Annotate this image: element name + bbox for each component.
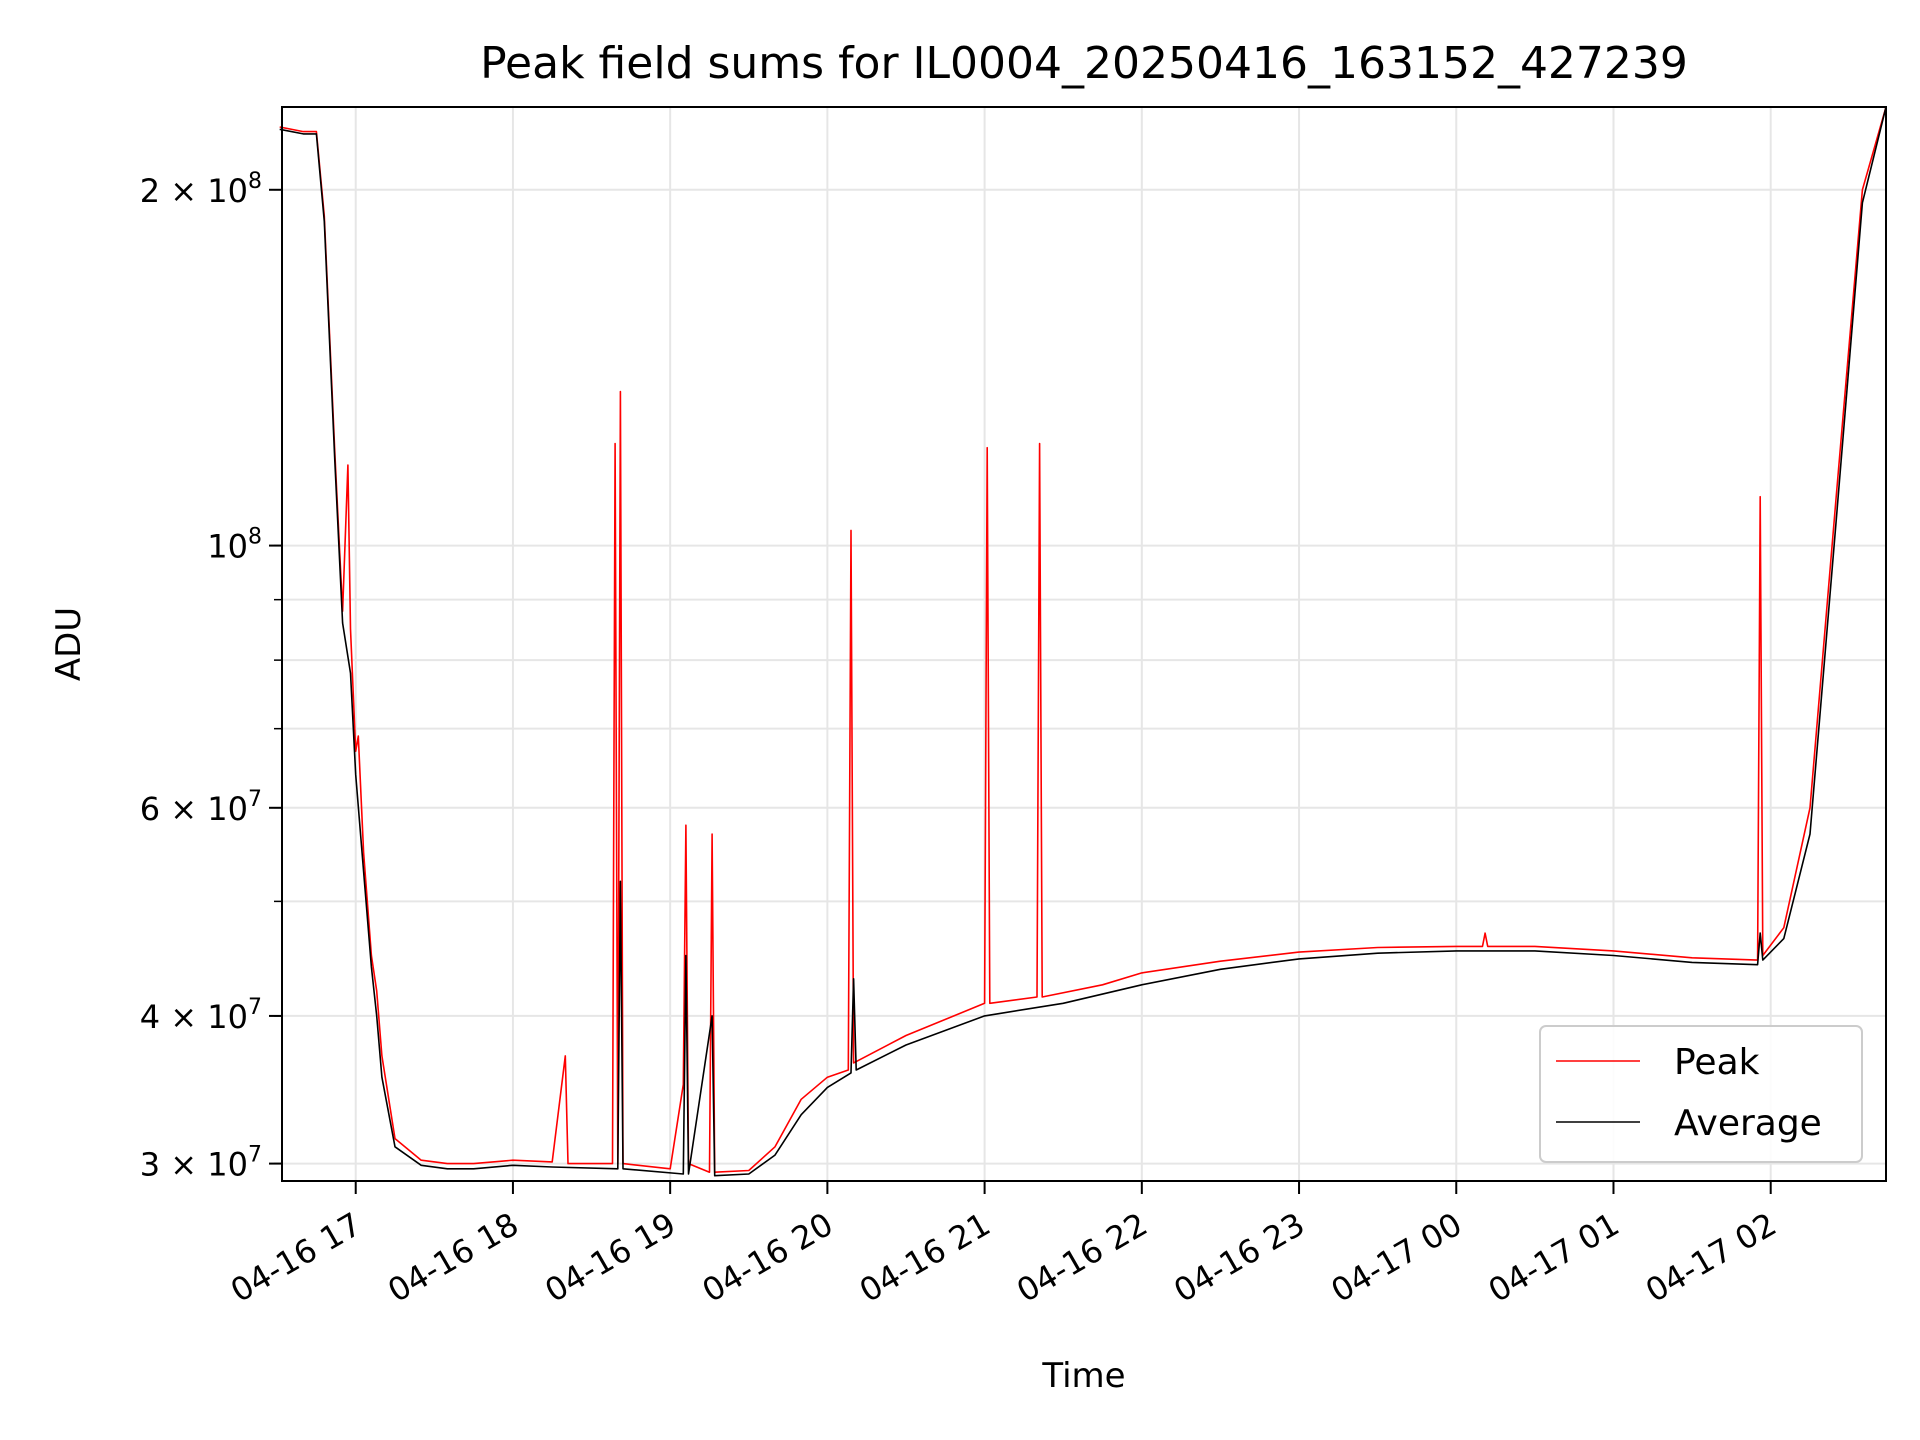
legend-box <box>1539 1025 1863 1163</box>
chart-title: Peak field sums for IL0004_20250416_1631… <box>480 38 1688 89</box>
y-tick-label: 4 × 107 <box>140 995 262 1036</box>
y-tick-label: 6 × 107 <box>140 787 262 828</box>
y-tick-label: 2 × 108 <box>140 169 262 210</box>
plot-frame <box>281 106 1887 1182</box>
series-line-average <box>279 106 1887 1177</box>
series-line-peak <box>279 106 1887 1173</box>
legend-label-peak: Peak <box>1674 1042 1760 1083</box>
y-axis-label: ADU <box>49 607 89 681</box>
y-tick-label: 108 <box>207 525 262 566</box>
y-tick-label: 3 × 107 <box>140 1143 262 1184</box>
legend-label-average: Average <box>1674 1103 1822 1144</box>
legend: Peak Average <box>1539 1025 1863 1163</box>
x-axis-label: Time <box>1041 1356 1125 1396</box>
grid-layer <box>282 107 1886 1181</box>
series-layer <box>279 106 1887 1177</box>
